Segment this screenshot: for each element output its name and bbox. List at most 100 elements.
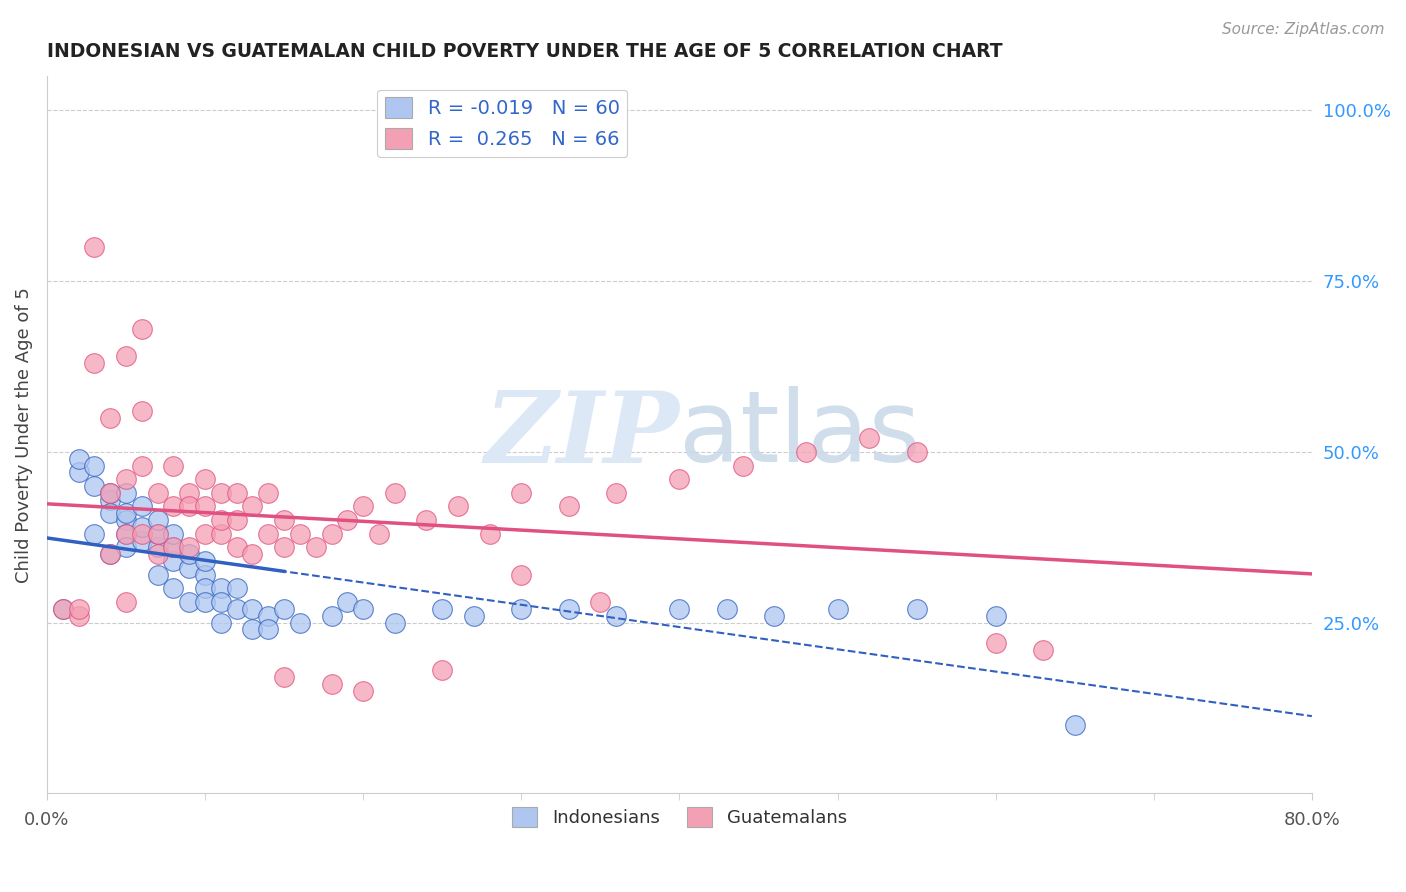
Point bbox=[131, 322, 153, 336]
Point bbox=[67, 466, 90, 480]
Point bbox=[146, 486, 169, 500]
Point bbox=[668, 472, 690, 486]
Point bbox=[794, 445, 817, 459]
Point bbox=[336, 595, 359, 609]
Point bbox=[179, 541, 201, 555]
Point bbox=[131, 458, 153, 473]
Point bbox=[321, 677, 343, 691]
Point bbox=[209, 486, 232, 500]
Point bbox=[257, 526, 280, 541]
Point bbox=[605, 486, 627, 500]
Point bbox=[463, 608, 485, 623]
Point bbox=[305, 541, 328, 555]
Point bbox=[321, 608, 343, 623]
Point bbox=[179, 595, 201, 609]
Y-axis label: Child Poverty Under the Age of 5: Child Poverty Under the Age of 5 bbox=[15, 287, 32, 582]
Point bbox=[194, 554, 217, 568]
Point bbox=[1032, 643, 1054, 657]
Point bbox=[83, 356, 105, 370]
Point bbox=[131, 520, 153, 534]
Point bbox=[273, 513, 295, 527]
Point bbox=[67, 602, 90, 616]
Point bbox=[146, 526, 169, 541]
Point bbox=[146, 547, 169, 561]
Point bbox=[179, 561, 201, 575]
Point bbox=[716, 602, 738, 616]
Point bbox=[194, 567, 217, 582]
Point bbox=[257, 623, 280, 637]
Point bbox=[115, 506, 138, 520]
Point bbox=[510, 486, 533, 500]
Point bbox=[131, 500, 153, 514]
Point bbox=[225, 513, 247, 527]
Point bbox=[225, 541, 247, 555]
Point bbox=[605, 608, 627, 623]
Point bbox=[336, 513, 359, 527]
Point bbox=[273, 602, 295, 616]
Point bbox=[115, 513, 138, 527]
Text: Source: ZipAtlas.com: Source: ZipAtlas.com bbox=[1222, 22, 1385, 37]
Point bbox=[146, 526, 169, 541]
Point bbox=[209, 513, 232, 527]
Point bbox=[209, 582, 232, 596]
Point bbox=[194, 582, 217, 596]
Point bbox=[67, 451, 90, 466]
Point bbox=[589, 595, 612, 609]
Point bbox=[288, 615, 311, 630]
Point bbox=[321, 526, 343, 541]
Point bbox=[98, 492, 121, 507]
Point bbox=[827, 602, 849, 616]
Point bbox=[162, 541, 184, 555]
Point bbox=[352, 602, 374, 616]
Point bbox=[194, 595, 217, 609]
Point bbox=[384, 486, 406, 500]
Point bbox=[194, 526, 217, 541]
Text: INDONESIAN VS GUATEMALAN CHILD POVERTY UNDER THE AGE OF 5 CORRELATION CHART: INDONESIAN VS GUATEMALAN CHILD POVERTY U… bbox=[46, 42, 1002, 61]
Point bbox=[510, 602, 533, 616]
Point bbox=[557, 602, 579, 616]
Point bbox=[52, 602, 75, 616]
Point bbox=[209, 595, 232, 609]
Point bbox=[83, 479, 105, 493]
Point bbox=[257, 608, 280, 623]
Point bbox=[288, 526, 311, 541]
Point bbox=[98, 547, 121, 561]
Point bbox=[257, 486, 280, 500]
Point bbox=[98, 410, 121, 425]
Point bbox=[131, 526, 153, 541]
Legend: Indonesians, Guatemalans: Indonesians, Guatemalans bbox=[505, 800, 853, 835]
Point bbox=[162, 541, 184, 555]
Point bbox=[668, 602, 690, 616]
Point bbox=[131, 404, 153, 418]
Point bbox=[115, 541, 138, 555]
Point bbox=[415, 513, 437, 527]
Point bbox=[115, 526, 138, 541]
Point bbox=[242, 547, 264, 561]
Point bbox=[98, 506, 121, 520]
Point bbox=[146, 567, 169, 582]
Point bbox=[67, 608, 90, 623]
Point bbox=[146, 513, 169, 527]
Point bbox=[352, 684, 374, 698]
Point bbox=[510, 567, 533, 582]
Point bbox=[146, 541, 169, 555]
Point bbox=[447, 500, 470, 514]
Point bbox=[115, 472, 138, 486]
Point bbox=[984, 636, 1007, 650]
Text: ZIP: ZIP bbox=[485, 386, 679, 483]
Point bbox=[225, 602, 247, 616]
Point bbox=[763, 608, 786, 623]
Point bbox=[162, 554, 184, 568]
Point bbox=[179, 547, 201, 561]
Point bbox=[432, 602, 454, 616]
Point bbox=[384, 615, 406, 630]
Point bbox=[162, 526, 184, 541]
Point bbox=[478, 526, 501, 541]
Point bbox=[731, 458, 754, 473]
Point bbox=[368, 526, 391, 541]
Point bbox=[162, 582, 184, 596]
Point bbox=[242, 500, 264, 514]
Point bbox=[179, 486, 201, 500]
Point bbox=[905, 602, 928, 616]
Point bbox=[83, 526, 105, 541]
